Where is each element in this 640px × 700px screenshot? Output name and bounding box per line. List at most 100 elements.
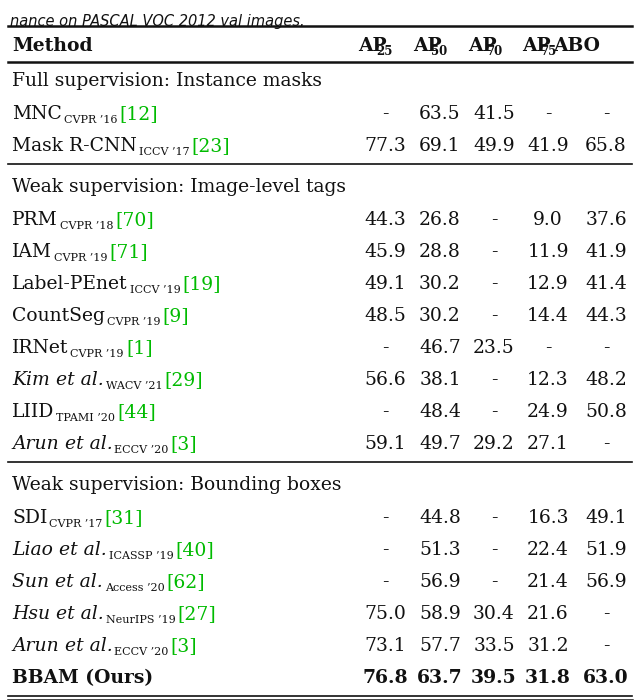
Text: 63.0: 63.0 [583,668,629,687]
Text: Arun: Arun [12,636,65,655]
Text: BBAM (Ours): BBAM (Ours) [12,668,153,687]
Text: 49.1: 49.1 [364,274,406,293]
Text: Full supervision: Instance masks: Full supervision: Instance masks [12,71,322,90]
Text: CVPR ’19: CVPR ’19 [54,253,108,262]
Text: et al.: et al. [59,540,107,559]
Text: 30.4: 30.4 [473,605,515,622]
Text: 11.9: 11.9 [527,243,569,260]
Text: 69.1: 69.1 [419,136,461,155]
Text: 16.3: 16.3 [527,509,569,526]
Text: Access ’20: Access ’20 [105,582,164,593]
Text: 21.6: 21.6 [527,605,569,622]
Text: 41.9: 41.9 [585,243,627,260]
Text: NeurIPS ’19: NeurIPS ’19 [106,615,175,624]
Text: [70]: [70] [115,211,154,229]
Text: -: - [491,211,497,229]
Text: 37.6: 37.6 [585,211,627,229]
Text: -: - [491,243,497,260]
Text: ICCV ’17: ICCV ’17 [139,146,189,157]
Text: ICCV ’19: ICCV ’19 [129,285,180,295]
Text: -: - [545,104,551,122]
Text: CVPR ’19: CVPR ’19 [107,316,161,327]
Text: 12.3: 12.3 [527,370,569,388]
Text: 41.5: 41.5 [473,104,515,122]
Text: Weak supervision: Bounding boxes: Weak supervision: Bounding boxes [12,476,342,494]
Text: IAM: IAM [12,243,52,260]
Text: -: - [381,104,388,122]
Text: CVPR ’19: CVPR ’19 [70,349,124,358]
Text: AP: AP [468,37,497,55]
Text: 50.8: 50.8 [585,402,627,421]
Text: 41.9: 41.9 [527,136,569,155]
Text: -: - [491,540,497,559]
Text: [3]: [3] [171,435,198,453]
Text: [62]: [62] [166,573,205,591]
Text: 63.5: 63.5 [419,104,461,122]
Text: 30.2: 30.2 [419,307,461,325]
Text: -: - [491,307,497,325]
Text: MNC: MNC [12,104,62,122]
Text: 28.8: 28.8 [419,243,461,260]
Text: 21.4: 21.4 [527,573,569,591]
Text: Kim: Kim [12,370,56,388]
Text: ECCV ’20: ECCV ’20 [115,444,169,454]
Text: 22.4: 22.4 [527,540,569,559]
Text: 76.8: 76.8 [362,668,408,687]
Text: 26.8: 26.8 [419,211,461,229]
Text: -: - [603,435,609,453]
Text: -: - [603,636,609,655]
Text: et al.: et al. [65,636,113,655]
Text: 25: 25 [376,46,392,58]
Text: 63.7: 63.7 [417,668,463,687]
Text: 38.1: 38.1 [419,370,461,388]
Text: 50: 50 [431,46,447,58]
Text: 77.3: 77.3 [364,136,406,155]
Text: 51.3: 51.3 [419,540,461,559]
Text: SDI: SDI [12,509,47,526]
Text: 49.7: 49.7 [419,435,461,453]
Text: Liao: Liao [12,540,59,559]
Text: -: - [491,274,497,293]
Text: -: - [545,339,551,356]
Text: 46.7: 46.7 [419,339,461,356]
Text: 30.2: 30.2 [419,274,461,293]
Text: -: - [381,339,388,356]
Text: 44.3: 44.3 [585,307,627,325]
Text: CountSeg: CountSeg [12,307,105,325]
Text: [3]: [3] [171,636,198,655]
Text: AP: AP [413,37,442,55]
Text: 73.1: 73.1 [364,636,406,655]
Text: 48.5: 48.5 [364,307,406,325]
Text: et al.: et al. [55,573,103,591]
Text: [9]: [9] [163,307,189,325]
Text: 75.0: 75.0 [364,605,406,622]
Text: 31.2: 31.2 [527,636,569,655]
Text: 75: 75 [540,46,556,58]
Text: CVPR ’18: CVPR ’18 [60,220,113,230]
Text: 45.9: 45.9 [364,243,406,260]
Text: 48.4: 48.4 [419,402,461,421]
Text: [71]: [71] [109,243,148,260]
Text: 51.9: 51.9 [585,540,627,559]
Text: ICASSP ’19: ICASSP ’19 [109,551,173,561]
Text: AP: AP [358,37,387,55]
Text: -: - [491,370,497,388]
Text: 49.9: 49.9 [473,136,515,155]
Text: 70: 70 [486,46,502,58]
Text: nance on PASCAL VOC 2012 val images.: nance on PASCAL VOC 2012 val images. [10,14,305,29]
Text: AP: AP [522,37,550,55]
Text: -: - [603,339,609,356]
Text: 58.9: 58.9 [419,605,461,622]
Text: et al.: et al. [56,370,104,388]
Text: [1]: [1] [126,339,152,356]
Text: TPAMI ’20: TPAMI ’20 [56,412,115,423]
Text: IRNet: IRNet [12,339,68,356]
Text: 29.2: 29.2 [473,435,515,453]
Text: 27.1: 27.1 [527,435,569,453]
Text: -: - [491,573,497,591]
Text: 56.9: 56.9 [585,573,627,591]
Text: 56.6: 56.6 [364,370,406,388]
Text: -: - [491,509,497,526]
Text: -: - [381,509,388,526]
Text: 65.8: 65.8 [585,136,627,155]
